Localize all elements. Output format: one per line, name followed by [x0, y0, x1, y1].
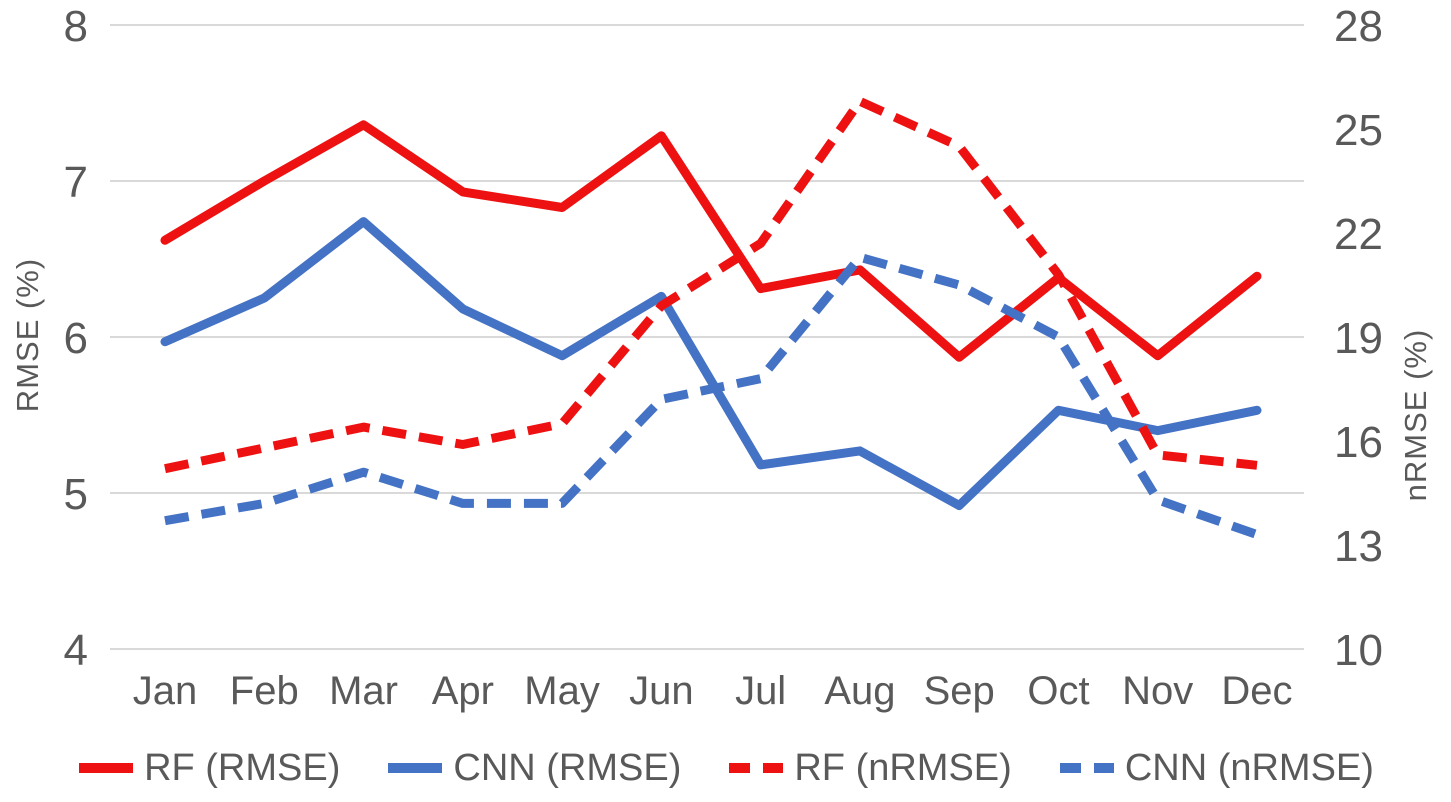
series-line-cnn-nrmse-[interactable]	[164, 252, 1259, 539]
right-axis-tick: 19	[1334, 314, 1383, 363]
series-line-rf-nrmse-[interactable]	[164, 96, 1258, 474]
month-label-sep: Sep	[924, 669, 995, 713]
right-axis-tick: 13	[1334, 522, 1383, 571]
solid-blue-line-swatch-icon	[388, 763, 443, 773]
legend: RF (RMSE) CNN (RMSE) RF (nRMSE) CNN (nRM…	[0, 740, 1451, 796]
dashed-red-line-swatch-icon	[729, 763, 784, 773]
legend-label-cnn-rmse: CNN (RMSE)	[453, 746, 682, 789]
legend-item-rf-nrmse[interactable]: RF (nRMSE)	[727, 746, 1012, 790]
right-axis-title: nRMSE (%)	[1398, 329, 1433, 502]
right-axis-tick: 28	[1334, 2, 1383, 51]
month-label-jun: Jun	[629, 669, 694, 713]
series-line-cnn-rmse-[interactable]	[160, 217, 1262, 510]
legend-item-cnn-nrmse[interactable]: CNN (nRMSE)	[1058, 747, 1374, 790]
legend-label-cnn-nrmse: CNN (nRMSE)	[1124, 746, 1374, 789]
month-label-jul: Jul	[735, 669, 786, 713]
left-axis-tick: 8	[64, 2, 88, 51]
right-axis-tick: 25	[1334, 106, 1383, 155]
right-axis-tick: 10	[1334, 626, 1383, 675]
month-label-jan: Jan	[133, 669, 198, 713]
left-axis-tick: 6	[64, 314, 88, 363]
right-axis-tick: 16	[1334, 418, 1383, 467]
month-label-dec: Dec	[1221, 669, 1292, 713]
series-line-rf-rmse-[interactable]	[160, 120, 1262, 362]
month-label-oct: Oct	[1027, 669, 1089, 713]
month-label-mar: Mar	[329, 669, 398, 713]
right-axis-tick-labels: 28 25 22 19 16 13 10	[1334, 2, 1383, 675]
data-series-lines	[160, 96, 1262, 539]
month-label-feb: Feb	[230, 669, 299, 713]
right-axis-tick: 22	[1334, 210, 1383, 259]
solid-red-line-swatch-icon	[79, 763, 134, 773]
dashed-blue-line-swatch-icon	[1059, 763, 1114, 773]
left-axis-tick: 5	[64, 470, 88, 519]
month-label-may: May	[524, 669, 600, 713]
left-axis-title: RMSE (%)	[10, 258, 45, 412]
month-label-apr: Apr	[432, 669, 494, 713]
legend-item-rf-rmse[interactable]: RF (RMSE)	[77, 747, 340, 790]
month-label-nov: Nov	[1122, 669, 1193, 713]
left-axis-tick: 4	[64, 626, 88, 675]
month-label-aug: Aug	[824, 669, 895, 713]
left-axis-tick: 7	[64, 158, 88, 207]
gridlines	[110, 24, 1304, 650]
legend-label-rf-nrmse: RF (nRMSE)	[794, 746, 1012, 789]
x-axis-month-labels: Jan Feb Mar Apr May Jun Jul Aug Sep Oct Nov Dec	[133, 669, 1293, 713]
legend-item-cnn-rmse[interactable]: CNN (RMSE)	[386, 747, 681, 790]
legend-label-rf-rmse: RF (RMSE)	[144, 746, 341, 789]
left-axis-tick-labels: 8 7 6 5 4	[64, 2, 88, 675]
